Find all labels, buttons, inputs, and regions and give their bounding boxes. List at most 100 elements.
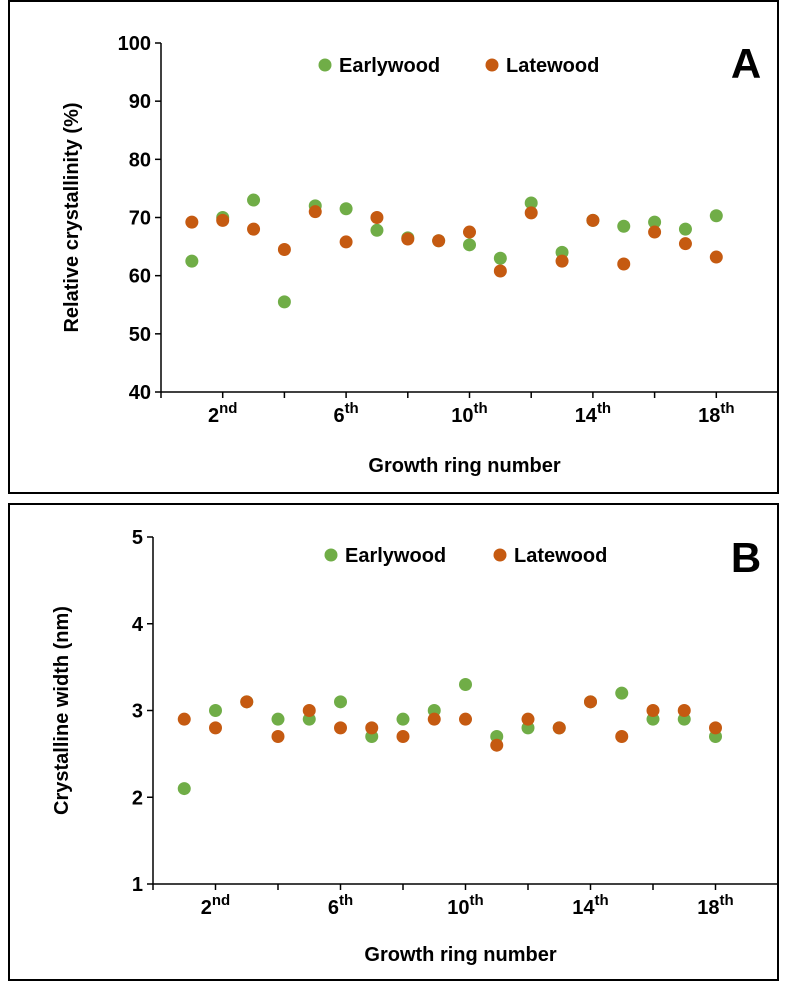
data-point-latewood	[584, 695, 597, 709]
data-point-latewood	[463, 225, 476, 239]
legend-marker-latewood	[493, 548, 507, 562]
x-tick-label-sup: th	[474, 400, 488, 417]
x-tick-label: 6th	[328, 892, 353, 919]
data-point-latewood	[490, 738, 504, 752]
x-tick-label-sup: th	[470, 892, 484, 909]
data-point-latewood	[615, 730, 629, 744]
y-tick-label: 100	[118, 33, 151, 55]
data-point-earlywood	[463, 238, 476, 252]
y-tick-label: 1	[132, 874, 143, 896]
x-tick-label: 6th	[333, 400, 358, 427]
data-point-latewood	[365, 721, 379, 735]
data-point-latewood	[339, 235, 353, 249]
data-point-latewood	[401, 232, 415, 246]
legend-label-earlywood: Earlywood	[345, 545, 446, 567]
data-point-latewood	[432, 234, 446, 248]
data-point-earlywood	[459, 677, 472, 691]
y-tick-label: 70	[129, 208, 151, 230]
data-point-latewood	[493, 264, 507, 278]
x-tick-label-base: 14	[572, 897, 595, 919]
data-point-earlywood	[177, 782, 191, 796]
data-point-latewood	[646, 704, 660, 717]
x-tick-label-base: 2	[201, 897, 212, 919]
x-tick-label-sup: th	[339, 892, 353, 909]
data-point-latewood	[521, 712, 535, 726]
y-tick-label: 60	[129, 266, 151, 288]
x-tick-label-sup: th	[595, 892, 609, 909]
chart-panel-b: 1 2 3 4 5 2nd 6th 10th 14th 18th Growth ring numbe…	[8, 503, 779, 981]
legend-label-latewood: Latewood	[514, 545, 607, 567]
x-tick-label-sup: th	[345, 400, 359, 417]
data-point-latewood	[396, 730, 410, 744]
data-point-earlywood	[209, 704, 222, 717]
y-axis-title: Crystalline width (nm)	[51, 606, 73, 815]
data-point-latewood	[177, 712, 191, 726]
data-point-earlywood	[271, 712, 285, 726]
data-point-earlywood	[678, 222, 692, 236]
y-tick-label: 2	[132, 787, 143, 809]
data-point-earlywood	[524, 196, 538, 210]
data-point-earlywood	[615, 686, 629, 700]
data-point-earlywood	[370, 223, 384, 237]
y-axis-title: Relative crystallinity (%)	[61, 102, 83, 332]
data-point-latewood	[709, 721, 722, 735]
x-tick-label: 10th	[447, 892, 483, 919]
chart-panel-a: 40 50 60 70 80 90 100 2nd 6th 10th 14th 18th Growth …	[8, 0, 779, 494]
x-axis-title: Growth ring number	[368, 455, 560, 477]
x-axis-title: Growth ring number	[364, 944, 556, 966]
data-point-latewood	[216, 213, 230, 227]
y-tick-label: 3	[132, 701, 143, 723]
x-tick-label-sup: th	[720, 892, 734, 909]
data-point-latewood	[334, 721, 347, 735]
x-tick-label: 10th	[451, 400, 487, 427]
x-tick-label-base: 10	[447, 897, 469, 919]
y-tick-label: 5	[132, 527, 143, 549]
y-tick-label: 40	[129, 382, 151, 404]
legend-marker-earlywood	[324, 548, 338, 562]
data-point-latewood	[709, 250, 723, 264]
x-tick-label-sup: nd	[219, 400, 237, 417]
x-tick-label: 14th	[572, 892, 608, 919]
data-point-latewood	[648, 225, 662, 239]
x-tick-label-base: 6	[328, 897, 339, 919]
data-point-latewood	[552, 721, 566, 735]
data-point-earlywood	[334, 695, 347, 709]
data-point-latewood	[555, 254, 569, 268]
x-tick-label-base: 14	[575, 405, 598, 427]
data-point-latewood	[277, 242, 291, 256]
x-tick-label-base: 18	[698, 405, 720, 427]
x-tick-label: 18th	[697, 892, 733, 919]
x-tick-label-base: 18	[697, 897, 719, 919]
x-tick-label-base: 2	[208, 405, 219, 427]
data-point-latewood	[302, 704, 316, 717]
data-point-latewood	[678, 237, 692, 251]
x-tick-label-sup: nd	[212, 892, 230, 909]
data-point-earlywood	[648, 215, 662, 229]
data-point-earlywood	[339, 202, 353, 216]
legend-label-latewood: Latewood	[506, 55, 599, 77]
x-tick-label: 2nd	[201, 892, 230, 919]
panel-label: A	[731, 40, 761, 87]
data-point-latewood	[247, 222, 261, 236]
data-point-earlywood	[185, 254, 199, 268]
x-tick-label-base: 6	[333, 405, 344, 427]
x-tick-label-sup: th	[597, 400, 611, 417]
x-tick-label: 18th	[698, 400, 734, 427]
data-point-latewood	[370, 211, 384, 224]
data-point-earlywood	[396, 712, 410, 726]
legend-marker-latewood	[485, 58, 499, 72]
data-point-earlywood	[709, 209, 723, 223]
data-point-earlywood	[277, 295, 291, 309]
data-point-latewood	[427, 712, 441, 726]
data-point-latewood	[617, 257, 631, 271]
data-point-earlywood	[493, 251, 507, 265]
data-point-earlywood	[617, 219, 631, 233]
data-point-latewood	[240, 695, 254, 709]
data-point-earlywood	[247, 193, 261, 207]
y-tick-label: 90	[129, 91, 151, 113]
x-tick-label-sup: th	[720, 400, 734, 417]
y-tick-label: 80	[129, 149, 151, 171]
data-point-latewood	[459, 712, 472, 726]
